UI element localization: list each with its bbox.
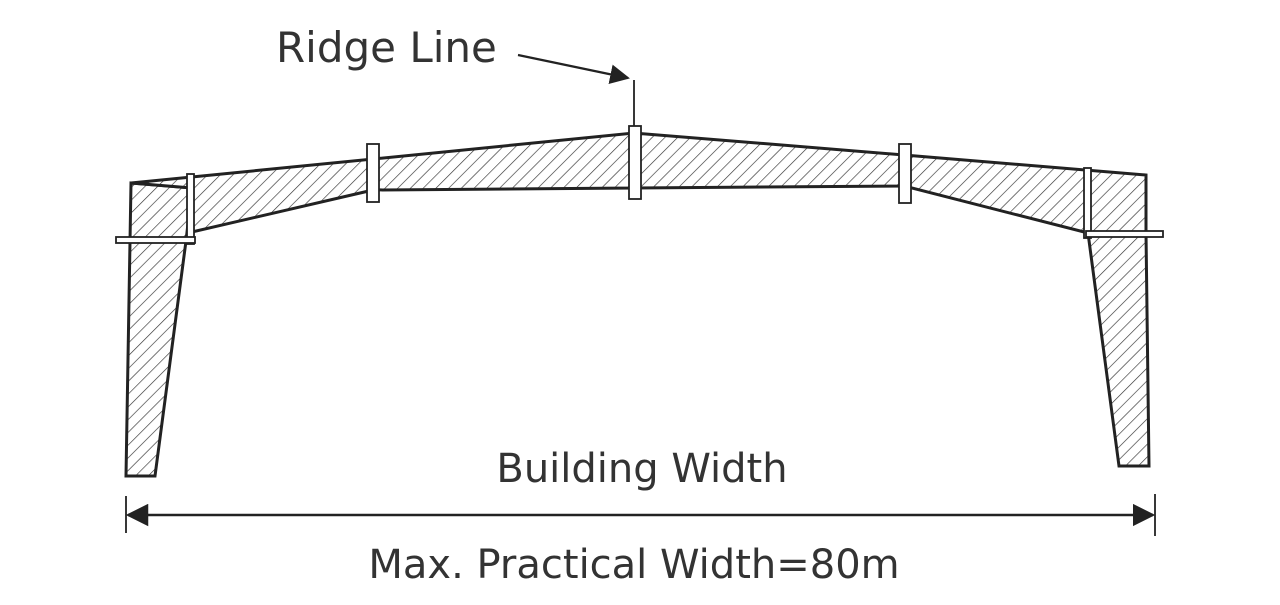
rafter-right-middle (632, 131, 906, 190)
right-eave-plate-vertical (1083, 167, 1092, 239)
right-eave-plate-horizontal (1085, 230, 1164, 238)
left-eave-plate-vertical (186, 173, 195, 245)
ridge-leader-arrow (517, 53, 630, 85)
ridge-line-label: Ridge Line (276, 23, 497, 72)
right-rafter-haunch (902, 153, 1148, 235)
max-practical-width-label: Max. Practical Width=80m (368, 542, 899, 588)
left-splice-plate (366, 143, 380, 203)
building-width-label: Building Width (496, 446, 787, 492)
right-splice-plate (898, 143, 912, 204)
rafter-left-middle (371, 131, 636, 192)
right-column (1086, 231, 1151, 468)
left-column (124, 181, 194, 478)
left-eave-plate-horizontal (115, 236, 196, 244)
ridge-splice-plate (628, 125, 642, 200)
